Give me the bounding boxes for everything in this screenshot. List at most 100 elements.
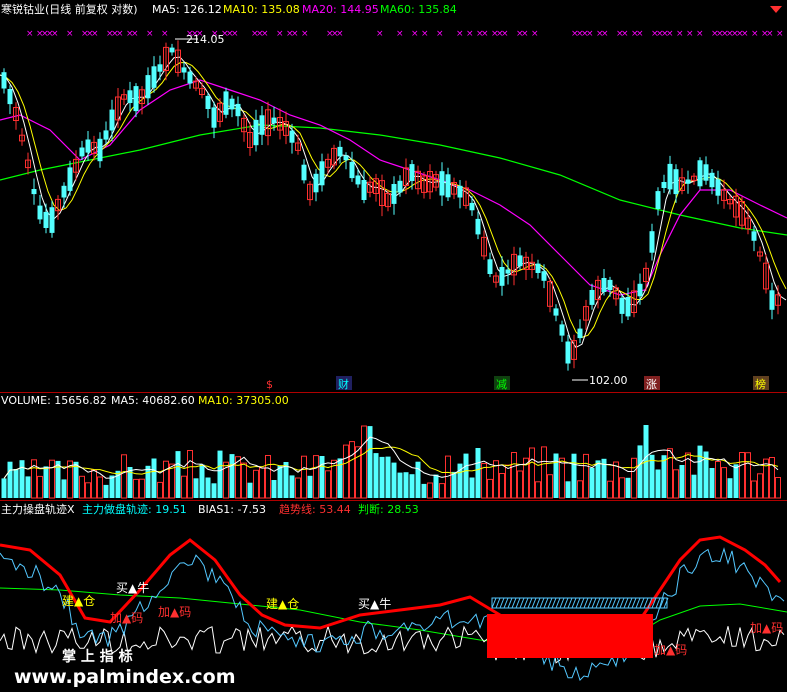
event-tag-finance[interactable]: 财 bbox=[336, 376, 352, 391]
volume-bar-down bbox=[691, 474, 697, 498]
event-tag-dividend[interactable]: $ bbox=[263, 376, 277, 391]
candle-body-up bbox=[757, 251, 763, 257]
candle-body-down bbox=[391, 184, 397, 204]
candle-body-down bbox=[169, 47, 175, 53]
candle-body-down bbox=[211, 107, 217, 128]
hatch-line bbox=[567, 597, 573, 609]
hatch-line bbox=[575, 597, 581, 609]
volume-bar-down bbox=[7, 461, 13, 498]
volume-bar-up bbox=[721, 467, 727, 499]
hatch-line bbox=[507, 597, 513, 609]
x-mark: × bbox=[496, 29, 504, 39]
bias-label: BIAS1: -7.53 bbox=[198, 503, 266, 516]
volume-bar-down bbox=[463, 453, 469, 498]
svg-text:财: 财 bbox=[338, 377, 349, 391]
candle-body-up bbox=[367, 181, 373, 193]
hatch-line bbox=[499, 597, 505, 609]
volume-bar-up bbox=[613, 461, 619, 499]
hatch-line bbox=[619, 597, 625, 609]
volume-bar-down bbox=[373, 453, 379, 498]
candle-body-down bbox=[67, 167, 73, 191]
volume-bar-down bbox=[127, 467, 133, 498]
x-mark: × bbox=[81, 29, 89, 39]
candle-body-up bbox=[295, 142, 301, 151]
candle-body-up bbox=[451, 182, 457, 195]
candle-body-up bbox=[25, 159, 31, 169]
indicator-lines bbox=[0, 535, 787, 682]
signal-build-position-2: 建▲仓 bbox=[266, 597, 299, 611]
volume-bar-up bbox=[667, 448, 673, 499]
candle-body-down bbox=[553, 308, 559, 316]
candle-body-down bbox=[337, 146, 343, 157]
candle-body-down bbox=[31, 189, 37, 195]
candle-body-down bbox=[649, 231, 655, 253]
volume-bar-down bbox=[595, 460, 601, 498]
x-mark: × bbox=[466, 29, 474, 39]
x-mark: × bbox=[686, 29, 694, 39]
x-mark: × bbox=[726, 29, 734, 39]
volume-bar-up bbox=[295, 477, 301, 499]
volume-bar-down bbox=[61, 479, 67, 498]
volume-bar-down bbox=[211, 483, 217, 498]
volume-bar-up bbox=[505, 464, 511, 499]
x-mark: × bbox=[581, 29, 589, 39]
volume-bar-down bbox=[379, 456, 385, 498]
volume-bar-down bbox=[391, 462, 397, 498]
hatch-line bbox=[647, 597, 653, 609]
candle-body-down bbox=[475, 218, 481, 235]
volume-bar-down bbox=[415, 461, 421, 498]
candle-body-down bbox=[7, 89, 13, 105]
volume-bar-up bbox=[85, 482, 91, 499]
hatch-line bbox=[547, 597, 553, 609]
volume-bar-up bbox=[265, 455, 271, 499]
x-mark: × bbox=[656, 29, 664, 39]
volume-ma5-line bbox=[3, 436, 779, 479]
x-mark: × bbox=[501, 29, 509, 39]
volume-bar-up bbox=[121, 454, 127, 499]
volume-bar-down bbox=[409, 474, 415, 498]
candle-body-up bbox=[421, 175, 427, 193]
candle-body-up bbox=[379, 180, 385, 207]
candle-body-up bbox=[595, 279, 601, 301]
volume-bar-down bbox=[217, 450, 223, 498]
x-mark: × bbox=[251, 29, 259, 39]
event-tag-rise[interactable]: 涨 bbox=[644, 376, 660, 391]
volume-bar-down bbox=[1, 478, 7, 498]
hatch-line bbox=[511, 597, 517, 609]
hatch-line bbox=[515, 597, 521, 609]
candle-body-down bbox=[667, 163, 673, 190]
candle-body-down bbox=[145, 75, 151, 99]
hatched-band bbox=[491, 597, 669, 609]
triangle-down-icon[interactable] bbox=[770, 6, 782, 13]
collapse-icon[interactable] bbox=[770, 6, 782, 13]
event-tag-list[interactable]: 榜 bbox=[753, 376, 769, 391]
candle-body-down bbox=[469, 202, 475, 211]
ma20-label: MA20: 144.95 bbox=[302, 3, 379, 16]
candle-body-down bbox=[235, 103, 241, 117]
candle-body-down bbox=[457, 185, 463, 198]
candle-body-up bbox=[739, 201, 745, 226]
x-mark: × bbox=[86, 29, 94, 39]
x-mark: × bbox=[616, 29, 624, 39]
top-signal-marks: × ×××× × ××× ××× ×× × × ××× × ××× ××× × ×× × ××× × × × × × × ×… bbox=[26, 29, 784, 39]
candle-body-down bbox=[103, 130, 109, 140]
volume-bar-down bbox=[247, 482, 253, 498]
low-price-annotation: 102.00 bbox=[572, 374, 628, 387]
volume-bar-down bbox=[307, 475, 313, 498]
candle-body-down bbox=[349, 161, 355, 179]
volume-bar-up bbox=[631, 457, 637, 499]
x-mark: × bbox=[186, 29, 194, 39]
candle-body-up bbox=[631, 290, 637, 313]
candle-body-down bbox=[37, 205, 43, 220]
volume-bar-down bbox=[433, 474, 439, 498]
volume-bar-up bbox=[187, 450, 193, 499]
volume-bar-up bbox=[325, 470, 331, 499]
event-tag-reduce[interactable]: 减 bbox=[494, 376, 510, 391]
candle-body-down bbox=[127, 90, 133, 103]
candle-body-up bbox=[193, 80, 199, 89]
x-mark: × bbox=[116, 29, 124, 39]
hatch-line bbox=[591, 597, 597, 609]
signal-build-position-1: 建▲仓 bbox=[62, 594, 95, 608]
signal-labels: 建▲仓 买▲牛 加▲码 加▲码 建▲仓 买▲牛 加▲码 加▲码 bbox=[62, 580, 783, 657]
